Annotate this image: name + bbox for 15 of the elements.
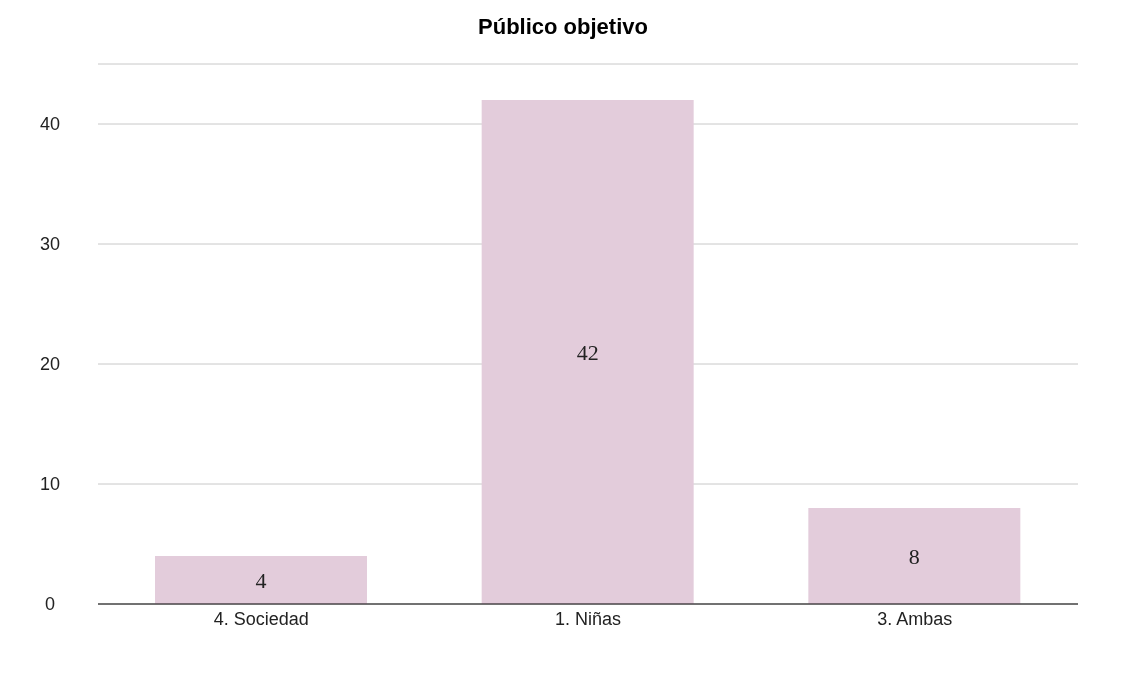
y-tick-label: 10	[39, 474, 61, 495]
y-tick-label: 20	[39, 354, 61, 375]
bar	[808, 508, 1021, 604]
y-tick-label: 30	[39, 234, 61, 255]
chart-title: Público objetivo	[477, 14, 649, 41]
bar	[481, 100, 694, 604]
x-tick-label: 3. Ambas	[877, 608, 953, 629]
x-tick-label: 1. Niñas	[554, 608, 622, 629]
y-tick-label: 0	[44, 594, 56, 615]
data-label: 42	[576, 339, 599, 365]
data-label: 8	[908, 543, 920, 569]
x-tick-label: 4. Sociedad	[213, 608, 309, 629]
y-tick-label: 40	[39, 114, 61, 135]
bar	[155, 556, 367, 604]
data-label: 4	[255, 567, 267, 593]
